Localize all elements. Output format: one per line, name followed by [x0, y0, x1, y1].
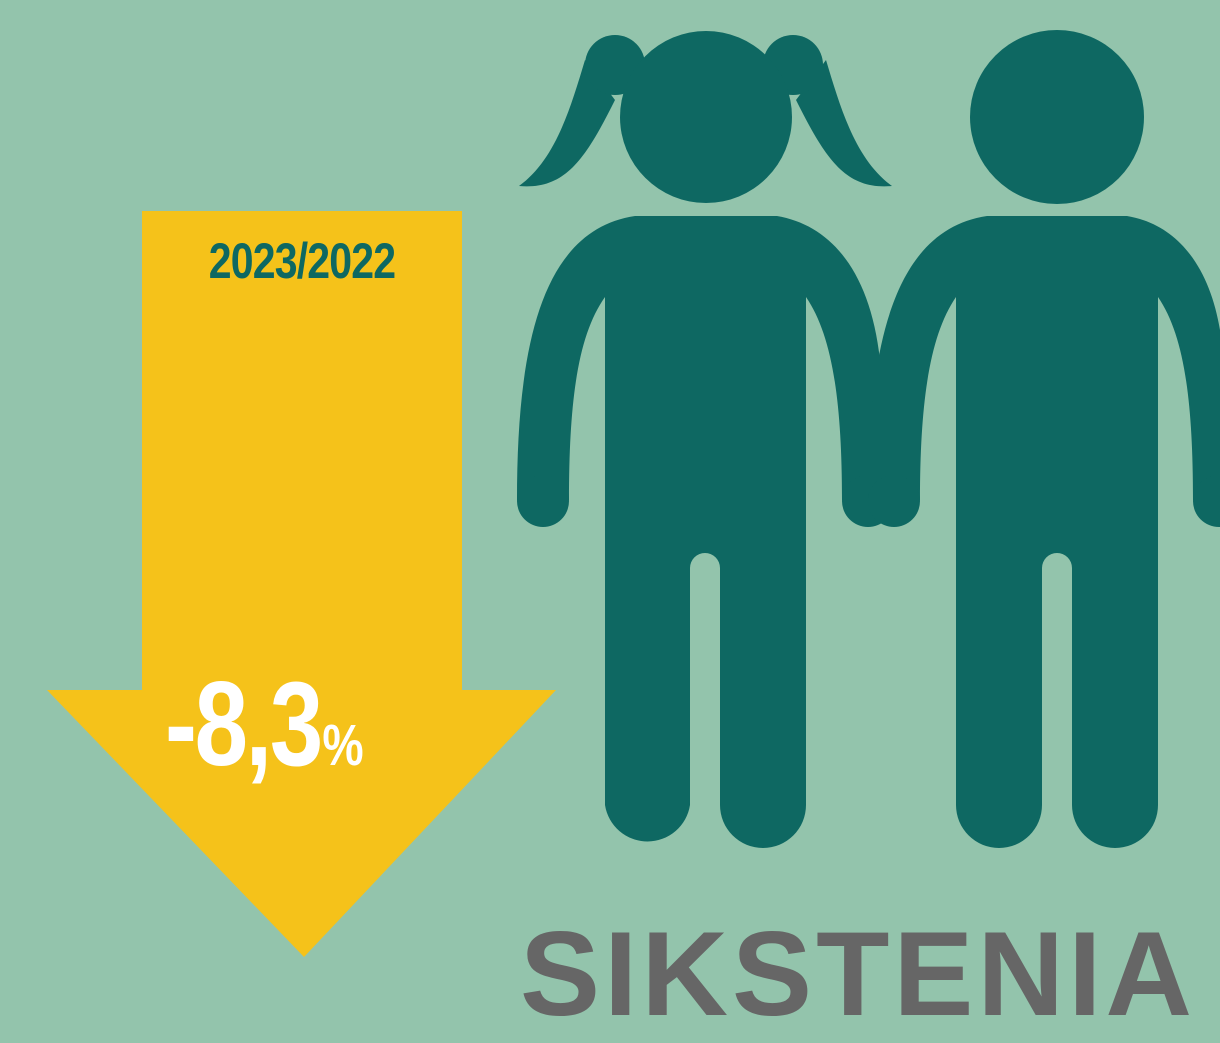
boy-icon	[868, 30, 1220, 848]
period-label: 2023/2022	[208, 233, 396, 289]
children-figures	[517, 30, 1220, 848]
infographic: 2023/2022 -8,3% SIKSTENIA	[47, 30, 1220, 1041]
change-unit: %	[322, 713, 364, 778]
girl-icon	[517, 31, 895, 848]
bottom-heading: SIKSTENIA	[520, 907, 1197, 1041]
change-value: -8,3%	[165, 655, 389, 793]
down-arrow-icon	[47, 211, 556, 957]
change-number: -8,3	[165, 657, 323, 791]
